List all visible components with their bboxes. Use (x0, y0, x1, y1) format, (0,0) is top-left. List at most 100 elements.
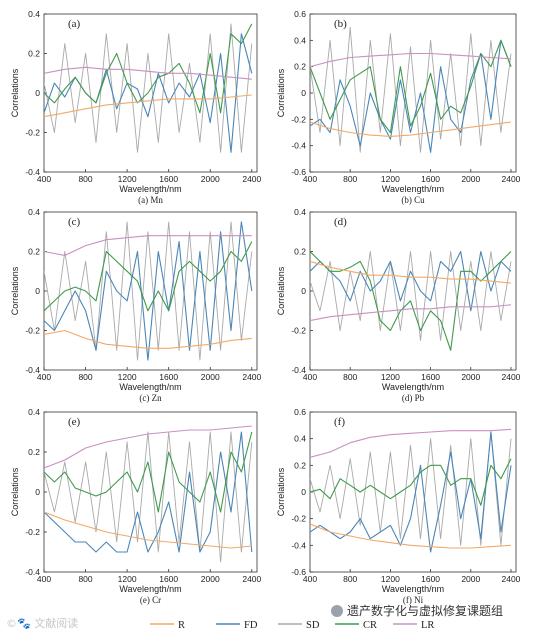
series-line-sd (44, 221, 253, 361)
panel-label: (b) (334, 18, 347, 30)
x-tick-label: 800 (343, 574, 357, 584)
x-tick-label: 1200 (381, 372, 400, 382)
panel-caption: (d) Pb (402, 393, 425, 403)
y-tick-label: 0 (301, 88, 306, 98)
x-tick-label: 1600 (421, 574, 440, 584)
series-line-lr (310, 428, 512, 458)
x-tick-label: 800 (78, 574, 92, 584)
series-line-lr (44, 425, 252, 469)
series-line-cr (310, 251, 512, 351)
x-tick-label: 1200 (118, 174, 137, 184)
x-axis-title: Wavelength/nm (119, 382, 181, 392)
series-line-sd (310, 431, 512, 546)
x-axis-title: Wavelength/nm (382, 184, 444, 194)
panel-label: (a) (68, 18, 81, 30)
y-tick-label: 0 (35, 88, 40, 98)
legend-label-sd: SD (306, 620, 320, 631)
x-tick-label: 800 (78, 372, 92, 382)
x-tick-label: 1600 (421, 174, 440, 184)
y-tick-label: 0.4 (294, 35, 306, 45)
plot-frame (309, 211, 517, 371)
series-line-sd (310, 26, 512, 153)
series-line-r (310, 121, 512, 137)
panel-c: -0.4 -0.2 0 0.2 0.4 400 800 1200 1600 2000 2400 (c)… (10, 207, 262, 403)
series-line-fd (310, 431, 512, 553)
series-line-sd (44, 431, 253, 563)
x-tick-label: 400 (303, 372, 317, 382)
x-tick-label: 1200 (118, 574, 137, 584)
x-tick-label: 2000 (201, 174, 220, 184)
y-axis-title: Correlations (276, 68, 286, 117)
y-tick-label: 0 (301, 286, 306, 296)
y-tick-label: -0.4 (25, 567, 40, 577)
y-tick-label: 0 (35, 487, 40, 497)
x-axis-title: Wavelength/nm (119, 184, 181, 194)
series-line-r (44, 511, 252, 549)
series-line-lr (310, 52, 512, 68)
series-line-fd (310, 250, 512, 312)
legend-label-fd: FD (244, 620, 258, 631)
legend-label-lr: LR (421, 620, 434, 631)
y-tick-label: 0 (35, 286, 40, 296)
y-tick-label: 0.4 (294, 434, 306, 444)
x-tick-label: 2400 (502, 372, 521, 382)
y-tick-label: 0.4 (294, 207, 306, 217)
y-axis-title: Correlations (276, 467, 286, 516)
series-line-cr (44, 241, 253, 312)
x-tick-label: 2000 (201, 574, 220, 584)
y-tick-label: -0.2 (25, 527, 40, 537)
x-axis-title: Wavelength/nm (119, 584, 181, 594)
y-tick-label: 0.2 (28, 49, 40, 59)
x-tick-label: 800 (78, 174, 92, 184)
series-line-r (44, 94, 252, 118)
y-axis-title: Correlations (10, 68, 20, 117)
series-line-cr (310, 458, 512, 506)
x-tick-label: 400 (303, 574, 317, 584)
series-line-cr (44, 23, 253, 114)
y-tick-label: -0.4 (25, 167, 40, 177)
y-tick-label: -0.2 (291, 114, 306, 124)
panel-caption: (e) Cr (140, 595, 161, 605)
y-tick-label: 0.2 (28, 247, 40, 257)
panel-a: -0.4 -0.2 0 0.2 0.4 400 800 1200 1600 2000 2400 (a)… (10, 9, 262, 205)
series-line-fd (44, 221, 253, 361)
panel-caption: (a) Mn (138, 195, 163, 205)
panel-label: (d) (334, 216, 347, 228)
series-line-sd (44, 23, 253, 153)
x-tick-label: 400 (37, 174, 51, 184)
x-tick-label: 1600 (159, 174, 178, 184)
series-line-r (310, 260, 512, 284)
panel-label: (c) (68, 216, 81, 228)
y-axis-title: Correlations (10, 266, 20, 315)
watermark-left: ©🐾 文献阅读 (6, 617, 79, 630)
x-tick-label: 2400 (502, 574, 521, 584)
x-tick-label: 2000 (461, 574, 480, 584)
y-tick-label: 0.2 (28, 447, 40, 457)
y-tick-label: -0.6 (291, 167, 306, 177)
series-line-sd (310, 251, 512, 341)
series-line-lr (44, 235, 252, 256)
series-line-lr (310, 304, 512, 322)
series-line-r (310, 523, 512, 549)
x-tick-label: 2000 (201, 372, 220, 382)
y-tick-label: -0.4 (291, 540, 306, 550)
legend: R FD SD CR LR (150, 620, 434, 631)
x-tick-label: 1600 (421, 372, 440, 382)
x-tick-label: 400 (303, 174, 317, 184)
x-tick-label: 2000 (461, 372, 480, 382)
y-tick-label: 0 (301, 487, 306, 497)
series-line-r (44, 329, 252, 349)
y-tick-label: -0.4 (291, 141, 306, 151)
y-tick-label: -0.2 (25, 128, 40, 138)
y-tick-label: 0.2 (294, 62, 306, 72)
panel-label: (e) (68, 416, 81, 428)
y-tick-label: 0.2 (294, 247, 306, 257)
x-tick-label: 800 (343, 174, 357, 184)
x-tick-label: 1200 (381, 174, 400, 184)
panel-caption: (b) Cu (401, 195, 425, 205)
y-axis-title: Correlations (10, 467, 20, 516)
series-line-lr (44, 66, 252, 80)
wechat-icon (331, 605, 343, 617)
x-axis-title: Wavelength/nm (382, 382, 444, 392)
y-tick-label: -0.2 (291, 326, 306, 336)
